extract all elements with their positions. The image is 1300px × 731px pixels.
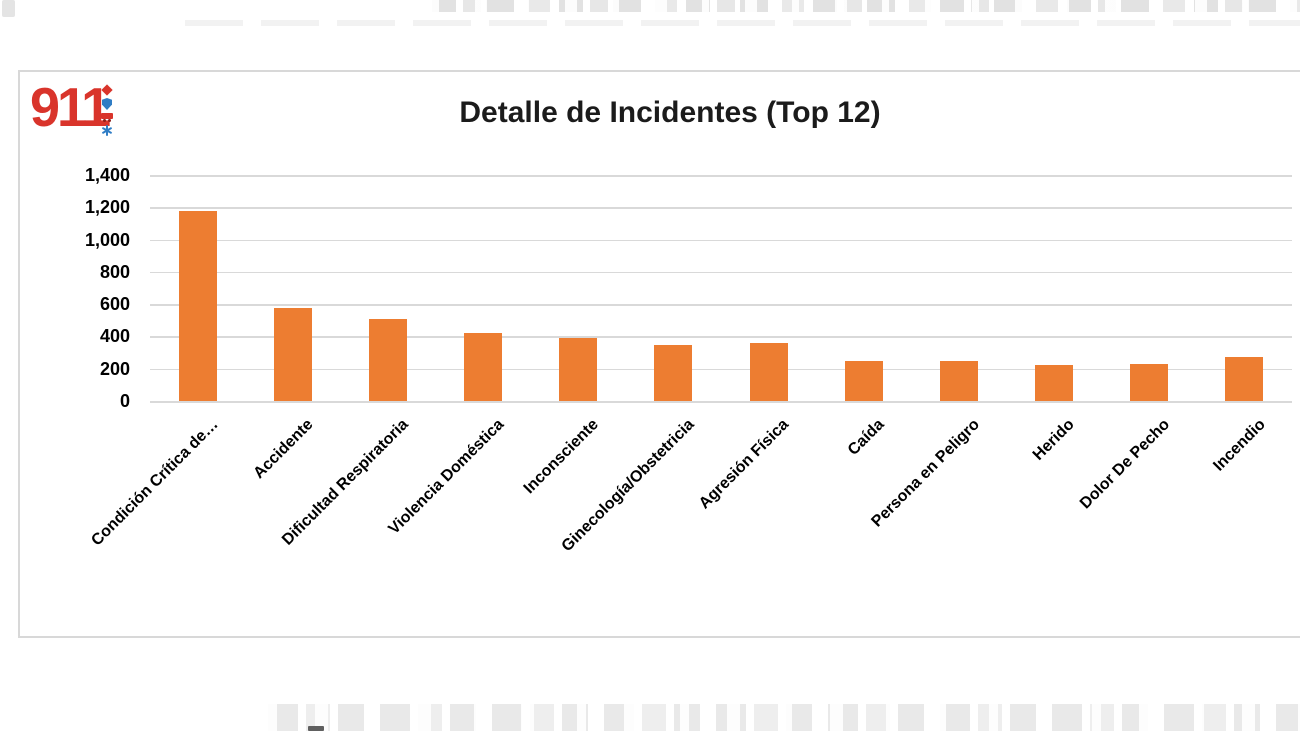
ambulance-wheel (103, 119, 106, 122)
gridline-800 (150, 271, 1292, 274)
bar-persona-en-peligro (939, 361, 978, 401)
bar-dificultad-respiratoria (368, 319, 407, 401)
y-axis-tick-label: 400 (99, 326, 130, 347)
chart-title: Detalle de Incidentes (Top 12) (459, 96, 881, 129)
y-axis-tick-label: 600 (99, 294, 130, 315)
diamond-icon (101, 84, 113, 96)
y-axis-tick-label: 0 (119, 391, 130, 411)
bar-accidente (273, 308, 312, 401)
shield-icon (102, 98, 112, 110)
bar-violencia-domestica (464, 333, 503, 401)
ambulance-body (101, 113, 113, 119)
gridline-400 (150, 336, 1292, 338)
ambulance-icon (101, 113, 113, 122)
gridline-1400 (150, 175, 1292, 177)
bar-inconsciente (559, 338, 598, 401)
y-axis-tick-label: 200 (99, 358, 130, 379)
gridline-1200 (150, 207, 1292, 209)
cropped-row-artifact-bottom (268, 704, 1300, 731)
cropped-mark-top-left (2, 0, 15, 17)
bar-herido (1035, 365, 1074, 401)
gridline-200 (150, 368, 1292, 371)
gridline-0 (150, 401, 1292, 403)
gridline-600 (150, 304, 1292, 306)
gridline-1000 (150, 239, 1292, 242)
bar-caida (844, 360, 883, 401)
cropped-row-artifact-top (432, 0, 1300, 12)
bar-incendio (1225, 356, 1264, 401)
logo-911-text: 911 (30, 77, 111, 139)
cropped-mark-bottom-dash (308, 726, 324, 731)
y-axis-tick-label: 1,000 (84, 229, 130, 250)
bar-condicion-critica-de (178, 210, 217, 401)
bar-ginecologia-obstetricia (654, 344, 693, 401)
ambulance-wheel (108, 119, 111, 122)
y-axis-tick-label: 1,400 (84, 165, 130, 185)
y-axis-tick-label: 1,200 (84, 197, 130, 218)
y-axis-tick-label: 800 (99, 261, 130, 282)
logo-911: 911 (30, 77, 122, 148)
star-of-life-icon (101, 125, 113, 136)
bar-agresion-fisica (749, 342, 788, 401)
cropped-row-artifact-top-faint (185, 20, 1300, 26)
bar-dolor-de-pecho (1130, 363, 1169, 401)
logo-icon-column (100, 84, 114, 136)
